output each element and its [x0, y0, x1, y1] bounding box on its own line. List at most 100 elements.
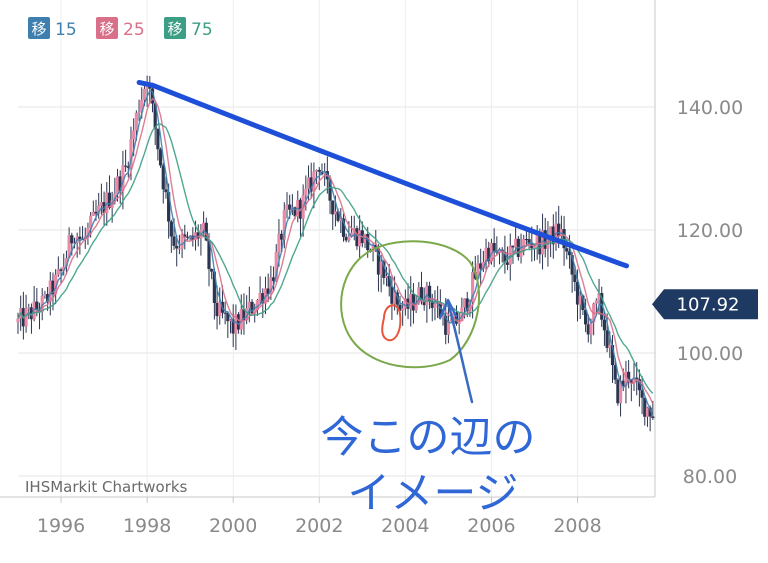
candle-body	[527, 239, 531, 244]
candle-body	[358, 230, 362, 247]
candle-body	[460, 307, 464, 322]
candle-body	[594, 300, 598, 304]
candle-body	[45, 294, 50, 302]
candle-body	[29, 307, 34, 320]
candle-body	[107, 192, 112, 208]
candle-body	[164, 189, 168, 193]
candle-body	[621, 380, 625, 386]
current-price-tag	[652, 289, 758, 320]
candle-body	[624, 371, 628, 386]
candle-body	[382, 261, 386, 278]
candle-body	[333, 211, 338, 215]
candle-body	[59, 269, 63, 271]
candle-body	[489, 243, 494, 262]
candle-body	[113, 193, 117, 201]
candle-body	[514, 238, 518, 248]
candle-body	[575, 281, 580, 305]
red-circle-annotation	[381, 304, 402, 342]
candle-body	[185, 236, 190, 238]
candle-body	[196, 232, 200, 239]
candle-body	[583, 309, 588, 325]
candle-body	[218, 301, 222, 317]
candle-body	[344, 236, 348, 241]
candle-body	[589, 322, 593, 335]
candle-body	[99, 202, 103, 206]
candle-body	[126, 166, 130, 168]
candle-body	[535, 234, 539, 247]
candle-body	[462, 298, 467, 308]
candle-body	[618, 380, 623, 404]
candle-body	[97, 205, 101, 214]
candle-body	[118, 176, 122, 191]
candle-body	[497, 249, 502, 253]
candle-body	[454, 312, 459, 324]
candle-body	[393, 292, 397, 304]
candle-body	[549, 226, 553, 240]
candle-body	[323, 171, 327, 175]
candle-body	[70, 235, 74, 244]
current-price-value: 107.92	[677, 294, 740, 315]
candle-body	[476, 263, 480, 279]
legend-label-ma75: 移	[167, 20, 182, 38]
candle-body	[43, 294, 47, 296]
candle-body	[169, 221, 173, 237]
candle-body	[640, 390, 644, 398]
candle-body	[403, 298, 407, 309]
candle-body	[648, 407, 652, 417]
candle-body	[616, 379, 620, 404]
note-line-1: 今この辺の	[321, 413, 536, 463]
moving-average-lines	[17, 89, 654, 416]
candle-body	[150, 88, 155, 104]
candle-body	[27, 307, 31, 309]
candle-body	[409, 293, 413, 309]
candle-body	[487, 247, 491, 262]
candle-body	[228, 319, 233, 322]
candle-body	[503, 252, 507, 263]
candlestick-series	[16, 75, 655, 432]
candle-body	[347, 236, 351, 241]
candle-body	[651, 416, 655, 418]
candle-body	[355, 228, 359, 247]
legend-item-ma75[interactable]: 移 75	[164, 17, 213, 40]
candle-body	[215, 302, 219, 317]
candle-body	[371, 244, 375, 252]
candle-body	[24, 308, 28, 327]
candle-body	[207, 240, 211, 270]
candle-body	[508, 245, 512, 265]
candle-body	[643, 397, 647, 417]
candle-body	[115, 176, 120, 194]
candle-body	[390, 286, 394, 304]
y-tick-label: 80.00	[683, 466, 737, 488]
candle-body	[379, 261, 383, 275]
legend-label-ma15: 移	[31, 20, 46, 38]
candle-body	[137, 112, 141, 114]
candle-body	[562, 229, 566, 249]
candle-body	[158, 149, 163, 166]
candle-body	[134, 112, 138, 131]
candle-body	[511, 245, 515, 248]
candle-body	[398, 304, 402, 311]
candle-body	[288, 204, 292, 210]
candle-body	[586, 324, 590, 335]
annotations: 今この辺の イメージ	[136, 79, 630, 519]
candle-body	[438, 303, 442, 318]
candle-body	[282, 209, 286, 240]
candle-body	[444, 315, 448, 335]
candle-body	[492, 243, 496, 252]
candle-body	[597, 293, 601, 301]
candle-body	[204, 222, 208, 241]
x-axis: 1996 1998 2000 2002 2004 2006 2008	[37, 497, 602, 537]
candle-body	[366, 234, 370, 250]
legend-item-ma15[interactable]: 移 15	[28, 17, 77, 40]
candle-body	[62, 266, 66, 271]
legend-item-ma25[interactable]: 移 25	[96, 17, 145, 40]
candle-body	[570, 255, 574, 275]
candle-body	[231, 319, 235, 334]
candle-body	[253, 310, 257, 314]
candle-body	[441, 315, 445, 318]
candle-body	[484, 247, 488, 263]
candle-body	[271, 277, 276, 281]
candle-body	[551, 226, 555, 245]
candle-body	[236, 314, 241, 330]
candle-body	[446, 321, 451, 335]
